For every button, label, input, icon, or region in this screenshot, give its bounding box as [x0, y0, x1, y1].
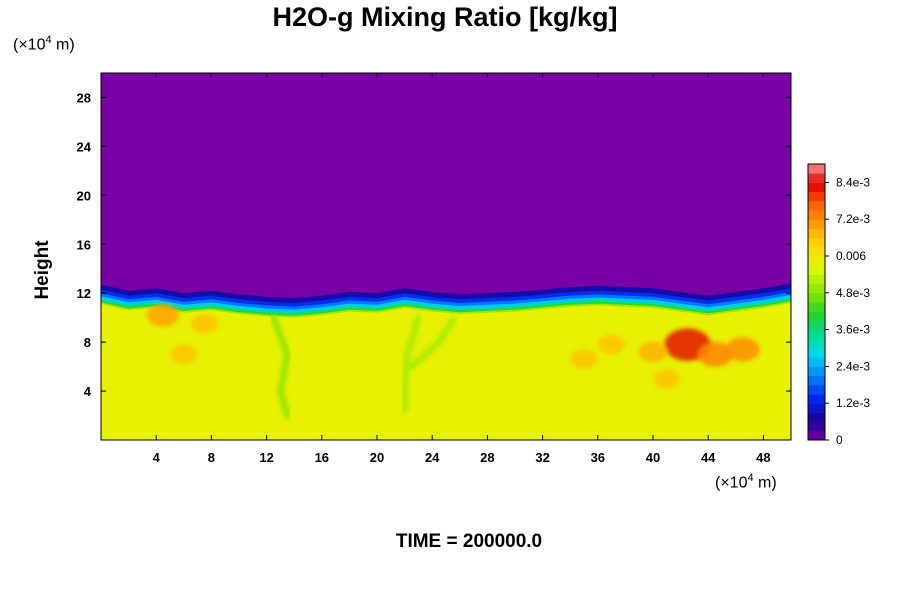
chart-title: H2O-g Mixing Ratio [kg/kg] [272, 2, 618, 32]
plot-frame [100, 72, 792, 441]
x-axis-unit: (×104 m) [715, 472, 777, 492]
colorbar-band [808, 237, 825, 248]
x-tick-label: 36 [591, 450, 605, 465]
colorbar-band [808, 210, 825, 220]
plot-area [101, 73, 791, 440]
colorbar-band [808, 182, 825, 193]
y-tick-label: 12 [77, 286, 91, 301]
x-tick-label: 48 [756, 450, 770, 465]
x-tick-label: 24 [425, 450, 440, 465]
moist-patch-1 [697, 341, 733, 367]
colorbar-tick-label: 7.2e-3 [836, 212, 870, 226]
moist-patch-4 [598, 335, 626, 355]
colorbar-tick-label: 3.6e-3 [836, 323, 870, 337]
time-label: TIME = 200000.0 [395, 531, 543, 552]
colorbar-band [808, 320, 825, 331]
x-tick-label: 32 [535, 450, 549, 465]
colorbar-band [808, 228, 825, 239]
colorbar-band [808, 348, 825, 358]
y-tick-label: 4 [84, 384, 92, 399]
y-tick-label: 20 [77, 188, 91, 203]
colorbar-band [808, 329, 825, 340]
dry-plume-2 [408, 316, 457, 371]
colorbar-frame [807, 163, 826, 441]
x-tick-label: 28 [480, 450, 494, 465]
colorbar-band [808, 274, 825, 285]
colorbar-band [808, 338, 825, 349]
x-tick-label: 16 [315, 450, 329, 465]
colorbar-tick-label: 0.006 [836, 249, 866, 263]
x-tick-label: 44 [701, 450, 716, 465]
colorbar-band [808, 164, 825, 174]
colorbar-band [808, 219, 825, 229]
y-axis-ticks: 4 8 12 16 20 24 28 [77, 90, 791, 399]
colorbar-band [808, 403, 825, 413]
colorbar-band [808, 173, 825, 183]
colorbar-band [808, 384, 825, 395]
colorbar-tick-label: 4.8e-3 [836, 286, 870, 300]
colorbar-band [808, 292, 825, 303]
colorbar-band [808, 311, 825, 321]
x-tick-label: 20 [370, 450, 384, 465]
colorbar-band [808, 265, 825, 275]
colorbar-band [808, 302, 825, 312]
x-tick-label: 8 [208, 450, 215, 465]
moist-patch-8 [147, 304, 180, 327]
x-axis-ticks: 4 8 12 16 20 24 28 32 36 40 44 48 [153, 73, 771, 465]
y-tick-label: 28 [77, 90, 91, 105]
colorbar-band [808, 412, 825, 423]
colorbar-tick-label: 1.2e-3 [836, 396, 870, 410]
colorbar-tick-label: 0 [836, 433, 843, 447]
moist-patch-7 [170, 344, 198, 364]
colorbar-band [808, 191, 825, 202]
colorbar-tick-label: 2.4e-3 [836, 359, 870, 373]
dry-plume-1 [401, 314, 422, 413]
moist-patch-2 [725, 337, 760, 362]
y-tick-label: 16 [77, 237, 91, 252]
colorbar-band [808, 246, 825, 257]
colorbar-tick-label: 8.4e-3 [836, 175, 870, 189]
colorbar-band [808, 421, 825, 432]
colorbar-band [808, 394, 825, 404]
y-axis-unit: (×104 m) [13, 34, 75, 54]
x-tick-label: 12 [259, 450, 273, 465]
colorbar-band [808, 283, 825, 294]
x-tick-label: 40 [646, 450, 660, 465]
x-tick-label: 4 [153, 450, 161, 465]
y-tick-label: 24 [77, 139, 92, 154]
moist-patch-3 [638, 341, 668, 363]
colorbar-band [808, 375, 825, 386]
colorbar-band [808, 366, 825, 377]
moist-patch-5 [570, 349, 598, 369]
dry-plume-0 [270, 314, 291, 419]
colorbar-band [808, 256, 825, 266]
colorbar-band [808, 357, 825, 367]
colorbar-band [808, 430, 825, 441]
moist-patch-6 [653, 369, 681, 389]
y-tick-label: 8 [84, 335, 91, 350]
moist-patch-9 [190, 314, 219, 334]
colorbar: 0 1.2e-3 2.4e-3 3.6e-3 4.8e-3 0.006 7.2e-3 8.4e… [807, 163, 870, 447]
colorbar-band [808, 200, 825, 211]
